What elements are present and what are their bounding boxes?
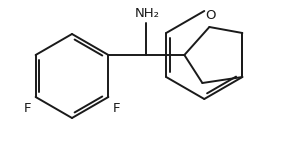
Text: F: F: [24, 102, 32, 115]
Text: F: F: [112, 102, 120, 115]
Text: NH₂: NH₂: [135, 7, 160, 20]
Text: O: O: [205, 9, 216, 22]
